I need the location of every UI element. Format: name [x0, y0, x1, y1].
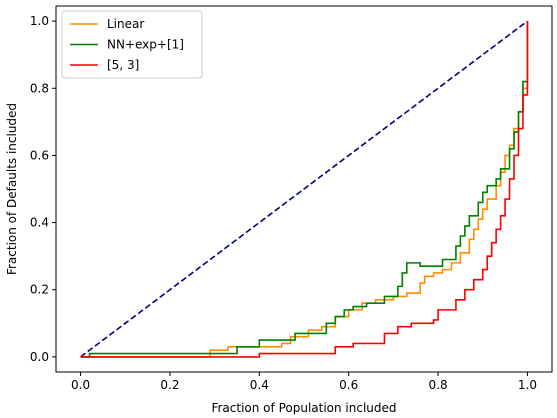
series-line-1 — [80, 21, 529, 358]
y-axis-title: Fraction of Defaults included — [5, 103, 19, 275]
x-tick-label: 0.6 — [339, 378, 358, 392]
x-tick-label: 0.8 — [429, 378, 448, 392]
x-axis-title: Fraction of Population included — [211, 401, 396, 415]
legend-label: Linear — [107, 17, 144, 31]
legend-label: [5, 3] — [107, 58, 139, 72]
y-tick-label: 0.2 — [30, 283, 49, 297]
legend: Linear NN+exp+[1] [5, 3] — [61, 10, 203, 79]
y-tick-label: 0.6 — [30, 148, 49, 162]
x-tick-label: 0.0 — [71, 378, 90, 392]
reference-diagonal-line — [80, 20, 528, 358]
legend-box — [61, 10, 203, 79]
y-tick-label: 0.4 — [30, 216, 49, 230]
x-tick-label: 1.0 — [518, 378, 537, 392]
y-tick-label: 1.0 — [30, 14, 49, 28]
plot-area — [80, 20, 529, 358]
y-tick-label: 0.0 — [30, 350, 49, 364]
legend-label: NN+exp+[1] — [107, 38, 184, 52]
x-tick-label: 0.2 — [160, 378, 179, 392]
axes-frame — [55, 5, 553, 373]
y-tick-label: 0.8 — [30, 81, 49, 95]
axes: 0.0 0.2 0.4 0.6 0.8 1.0 0.0 0.2 0.4 0.6 0.8 1.0 — [30, 5, 553, 392]
series-line-0 — [80, 21, 529, 358]
x-tick-label: 0.4 — [250, 378, 269, 392]
series-line-2 — [80, 21, 529, 358]
